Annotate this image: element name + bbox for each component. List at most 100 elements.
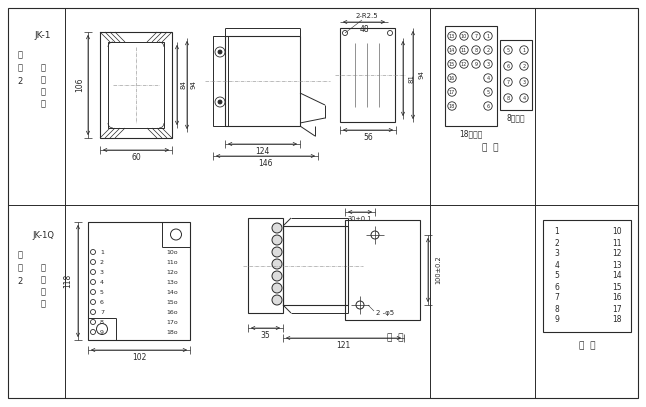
- Text: 15: 15: [612, 282, 622, 291]
- Text: 2: 2: [100, 260, 104, 265]
- Text: 13: 13: [612, 260, 622, 269]
- Text: 16: 16: [612, 293, 622, 302]
- Circle shape: [272, 271, 282, 281]
- Bar: [445, 26, 497, 126]
- Text: 2: 2: [17, 77, 23, 85]
- Text: 6: 6: [554, 282, 559, 291]
- Text: 1: 1: [486, 33, 490, 39]
- Text: 17o: 17o: [166, 319, 178, 324]
- Text: 17: 17: [612, 304, 622, 313]
- Text: 7: 7: [506, 79, 510, 85]
- Text: 81: 81: [408, 74, 414, 83]
- Text: 100±0.2: 100±0.2: [435, 256, 441, 284]
- Text: 4: 4: [523, 96, 526, 101]
- Circle shape: [272, 295, 282, 305]
- Text: 8: 8: [506, 96, 510, 101]
- Text: 线: 线: [41, 99, 45, 109]
- Bar: [108, 42, 164, 128]
- Text: 后: 后: [41, 76, 45, 85]
- Bar: [345, 220, 420, 320]
- Text: 2: 2: [555, 239, 559, 247]
- Bar: [100, 32, 172, 138]
- Text: 12: 12: [461, 61, 467, 66]
- Text: 附: 附: [17, 50, 23, 59]
- Text: 6: 6: [100, 300, 104, 304]
- Text: 18: 18: [449, 103, 455, 109]
- Circle shape: [272, 235, 282, 245]
- Text: JK-1Q: JK-1Q: [32, 232, 54, 241]
- Text: 9: 9: [554, 315, 559, 324]
- Text: 17: 17: [449, 90, 455, 94]
- Text: 5: 5: [486, 90, 490, 94]
- Circle shape: [218, 100, 222, 104]
- Text: 2: 2: [523, 63, 526, 68]
- Text: 9: 9: [475, 61, 477, 66]
- Text: 8: 8: [474, 48, 477, 53]
- Circle shape: [272, 283, 282, 293]
- Text: 9: 9: [100, 330, 104, 335]
- Text: 10: 10: [461, 33, 467, 39]
- Text: JK-1: JK-1: [35, 31, 51, 41]
- Bar: [500, 40, 532, 110]
- Circle shape: [272, 247, 282, 257]
- Text: 15o: 15o: [167, 300, 178, 304]
- Text: 146: 146: [258, 158, 273, 168]
- Text: 118: 118: [63, 274, 72, 288]
- Text: 124: 124: [255, 147, 269, 155]
- Text: 12: 12: [612, 249, 621, 258]
- Text: 18点端子: 18点端子: [459, 129, 483, 138]
- Text: 7: 7: [474, 33, 477, 39]
- Text: 5: 5: [554, 271, 559, 280]
- Text: 16: 16: [449, 76, 455, 81]
- Text: 10o: 10o: [167, 249, 178, 254]
- Text: 1: 1: [555, 228, 559, 236]
- Text: 图: 图: [17, 263, 23, 273]
- Text: 6: 6: [506, 63, 510, 68]
- Bar: [283, 226, 348, 305]
- Text: 60: 60: [131, 153, 141, 162]
- Text: 前: 前: [41, 276, 45, 284]
- Text: 18o: 18o: [167, 330, 178, 335]
- Bar: [248, 218, 283, 313]
- Text: 2 -φ5: 2 -φ5: [376, 310, 394, 316]
- Text: 11: 11: [612, 239, 621, 247]
- Bar: [225, 36, 300, 126]
- Text: 2: 2: [486, 48, 490, 53]
- Text: 14: 14: [449, 48, 455, 53]
- Text: 附: 附: [17, 250, 23, 260]
- Bar: [88, 222, 190, 340]
- Circle shape: [272, 259, 282, 269]
- Text: 接: 接: [41, 287, 45, 297]
- Text: 14o: 14o: [166, 289, 178, 295]
- Text: 7: 7: [554, 293, 559, 302]
- Text: 1: 1: [100, 249, 104, 254]
- Text: 3: 3: [523, 79, 526, 85]
- Text: 15: 15: [449, 61, 455, 66]
- Text: 4: 4: [100, 280, 104, 284]
- Text: 16o: 16o: [167, 309, 178, 315]
- Text: 30±0.1: 30±0.1: [348, 216, 372, 222]
- Circle shape: [218, 50, 222, 54]
- Text: 4: 4: [554, 260, 559, 269]
- Text: 56: 56: [363, 133, 373, 142]
- Text: 94: 94: [418, 70, 424, 79]
- Text: 板: 板: [41, 63, 45, 72]
- Text: 13o: 13o: [166, 280, 178, 284]
- Text: 10: 10: [612, 228, 622, 236]
- Text: 板: 板: [41, 263, 45, 273]
- Text: 8点端子: 8点端子: [506, 114, 525, 123]
- Text: 8: 8: [555, 304, 559, 313]
- Text: 3: 3: [100, 269, 104, 274]
- Text: 2: 2: [17, 276, 23, 285]
- Text: 11o: 11o: [167, 260, 178, 265]
- Text: 8: 8: [100, 319, 104, 324]
- Text: 正  视: 正 视: [579, 341, 595, 350]
- Text: 35: 35: [260, 330, 271, 339]
- Text: 14: 14: [612, 271, 622, 280]
- Text: 11: 11: [461, 48, 467, 53]
- Text: 13: 13: [449, 33, 455, 39]
- Text: 图: 图: [17, 63, 23, 72]
- Text: 线: 线: [41, 300, 45, 309]
- Text: 3: 3: [554, 249, 559, 258]
- Text: 背  视: 背 视: [482, 144, 498, 153]
